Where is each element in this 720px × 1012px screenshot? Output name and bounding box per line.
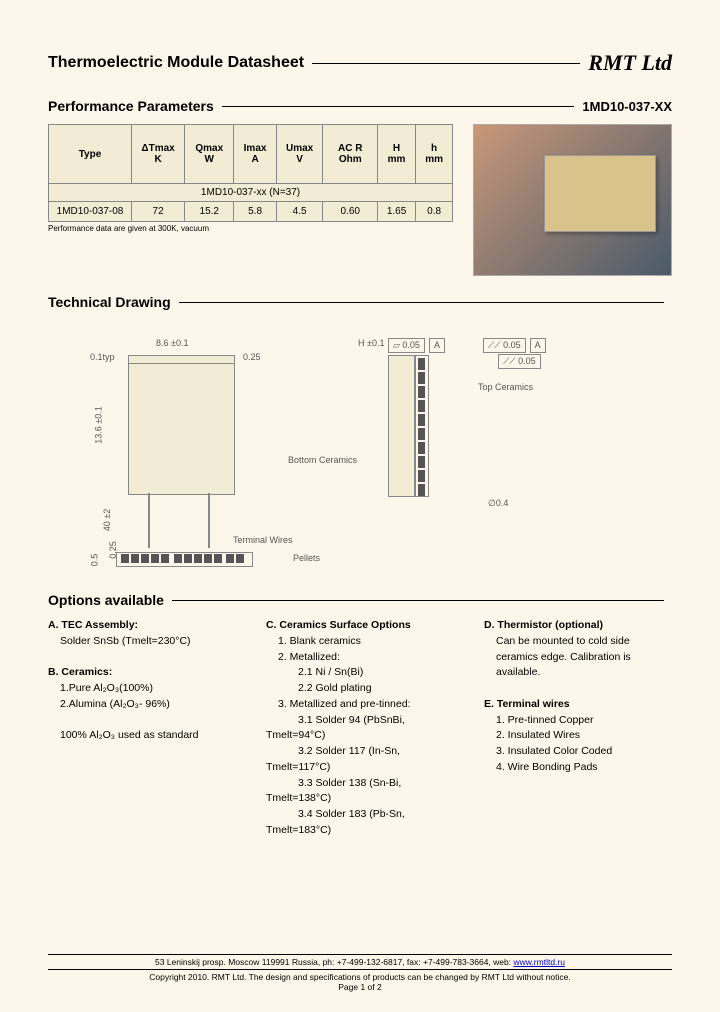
main-rect: [128, 363, 235, 495]
opt-c32: 3.2 Solder 117 (In-Sn, Tmelt=117°C): [266, 745, 400, 773]
opt-e-head: E. Terminal wires: [484, 698, 570, 710]
opt-e3: 3. Insulated Color Coded: [496, 745, 612, 757]
technical-drawing: 8.6 ±0.1 0.1typ 0.25 13.6 ±0.1 40 ±2 Ter…: [48, 320, 672, 580]
opt-e2: 2. Insulated Wires: [496, 729, 580, 741]
col-acr: AC R Ohm: [323, 125, 377, 184]
footer-page: Page 1 of 2: [338, 982, 381, 992]
col-hh: h mm: [416, 125, 453, 184]
company-name: RMT Ltd: [588, 50, 672, 76]
col-imax: Imax A: [234, 125, 276, 184]
wire1: [148, 493, 150, 548]
cell-dtmax: 72: [132, 202, 185, 222]
options-block: A. TEC Assembly: Solder SnSb (Tmelt=230°…: [48, 618, 672, 839]
opt-b1: 1.Pure Al₂O₃(100%): [60, 682, 153, 694]
lbl-wires: Terminal Wires: [233, 535, 293, 545]
tol1: ▱ 0.05: [388, 338, 425, 353]
dim-40: 40 ±2: [102, 509, 112, 531]
opt-c3: 3. Metallized and pre-tinned:: [278, 698, 411, 710]
wire2: [208, 493, 210, 548]
sect-rule: [222, 106, 575, 107]
opts-heading: Options available: [48, 592, 164, 608]
opt-b-head: B. Ceramics:: [48, 666, 112, 678]
opt-b2: 2.Alumina (Al₂O₃- 96%): [60, 698, 170, 710]
footer: 53 Leninskij prosp. Moscow 119991 Russia…: [48, 952, 672, 992]
doc-title: Thermoelectric Module Datasheet: [48, 54, 304, 72]
cell-umax: 4.5: [276, 202, 323, 222]
sect-rule: [179, 302, 664, 303]
opt-b3: 100% Al₂O₃ used as standard: [60, 729, 199, 741]
col-dtmax: ΔTmax K: [132, 125, 185, 184]
dim-width: 8.6 ±0.1: [156, 338, 188, 348]
lbl-top-cer: Top Ceramics: [478, 382, 533, 392]
opt-a-head: A. TEC Assembly:: [48, 619, 138, 631]
cell-h: 0.8: [416, 202, 453, 222]
opt-c33: 3.3 Solder 138 (Sn-Bi, Tmelt=138°C): [266, 777, 401, 805]
chip-graphic: [544, 155, 656, 232]
pellets-row: [121, 554, 246, 565]
tol2: A: [429, 338, 445, 353]
dim-phi: ∅0.4: [488, 498, 508, 509]
cell-imax: 5.8: [234, 202, 276, 222]
perf-heading: Performance Parameters: [48, 98, 214, 114]
col-h: H mm: [377, 125, 415, 184]
tol3v: 0.05: [503, 340, 521, 350]
cell-qmax: 15.2: [185, 202, 234, 222]
cell-H: 1.65: [377, 202, 415, 222]
opt-e1: 1. Pre-tinned Copper: [496, 714, 593, 726]
tolerance-boxes: ▱ 0.05 A ⟋⟋ 0.05 A: [388, 338, 546, 353]
opt-a1: Solder SnSb (Tmelt=230°C): [60, 635, 191, 647]
hdr-rule: [312, 63, 580, 64]
opt-d-head: D. Thermistor (optional): [484, 619, 603, 631]
perf-table: Type ΔTmax K Qmax W Imax A Umax V AC R O…: [48, 124, 453, 222]
model-number: 1MD10-037-XX: [582, 99, 672, 114]
opt-c-head: C. Ceramics Surface Options: [266, 619, 411, 631]
tol1v: 0.05: [402, 340, 420, 350]
tolerance-boxes-2: ⟋⟋ 0.05: [498, 354, 541, 369]
product-photo: [473, 124, 672, 276]
footer-copy: Copyright 2010. RMT Ltd. The design and …: [149, 972, 570, 982]
cell-acr: 0.60: [323, 202, 377, 222]
opt-e4: 4. Wire Bonding Pads: [496, 761, 598, 773]
opt-c21: 2.1 Ni / Sn(Bi): [298, 666, 363, 678]
opt-c1: 1. Blank ceramics: [278, 635, 361, 647]
opt-c22: 2.2 Gold plating: [298, 682, 372, 694]
tech-heading: Technical Drawing: [48, 294, 171, 310]
perf-note: Performance data are given at 300K, vacu…: [48, 224, 453, 233]
cells-column: [418, 358, 425, 498]
side-view: [388, 355, 415, 497]
dim-H: H ±0.1: [358, 338, 384, 348]
opt-c2: 2. Metallized:: [278, 651, 340, 663]
col-qmax: Qmax W: [185, 125, 234, 184]
tol-gap: [449, 338, 479, 353]
dim-025: 0.25: [243, 352, 261, 362]
opt-d1: Can be mounted to cold side ceramics edg…: [496, 634, 672, 681]
cell-type: 1MD10-037-08: [49, 202, 132, 222]
opt-c31: 3.1 Solder 94 (PbSnBi, Tmelt=94°C): [266, 714, 405, 742]
web-link[interactable]: www.rmtltd.ru: [514, 957, 565, 967]
opt-c34: 3.4 Solder 183 (Pb-Sn, Tmelt=183°C): [266, 808, 405, 836]
tol5v: 0.05: [518, 356, 536, 366]
span-row: 1MD10-037-xx (N=37): [49, 184, 453, 202]
dim-05: 0.5: [89, 554, 99, 567]
tol3: ⟋⟋ 0.05: [483, 338, 526, 353]
tol5: ⟋⟋ 0.05: [498, 354, 541, 369]
footer-addr: 53 Leninskij prosp. Moscow 119991 Russia…: [155, 957, 514, 967]
sect-rule: [172, 600, 664, 601]
lbl-pellets: Pellets: [293, 553, 320, 563]
col-type: Type: [49, 125, 132, 184]
dim-height: 13.6 ±0.1: [94, 406, 104, 443]
col-umax: Umax V: [276, 125, 323, 184]
lbl-bot-cer: Bottom Ceramics: [288, 455, 357, 465]
tol4: A: [530, 338, 546, 353]
dim-typ: 0.1typ: [90, 352, 115, 362]
